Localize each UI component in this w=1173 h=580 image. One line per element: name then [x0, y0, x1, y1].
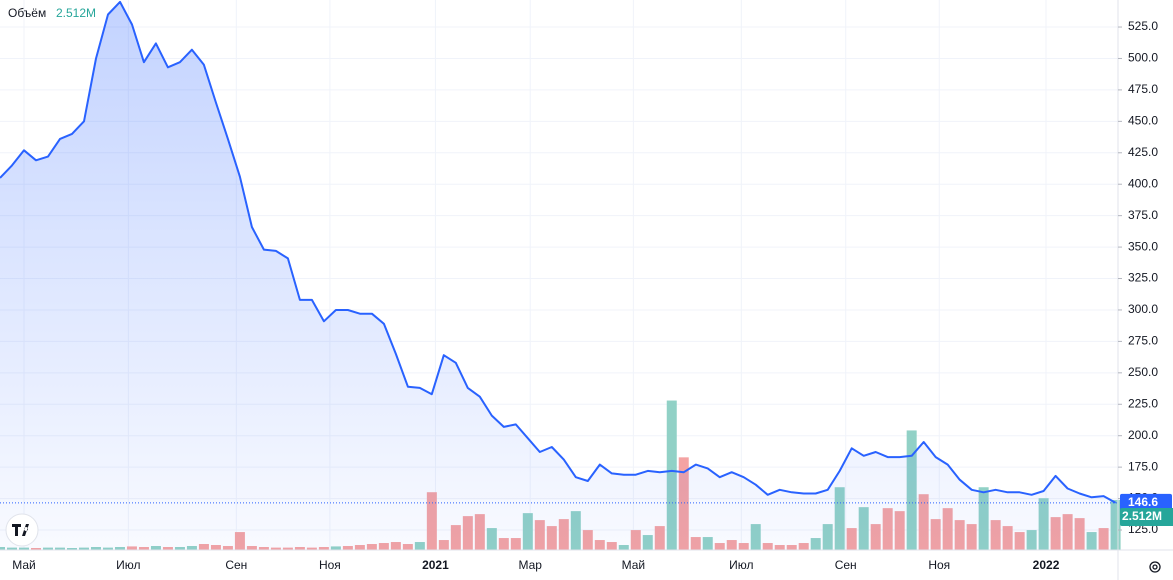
x-tick-label: Май — [622, 558, 646, 572]
y-tick-label: 325.0 — [1128, 271, 1158, 285]
last-volume-label: 2.512M — [1122, 509, 1162, 523]
x-tick-label: Май — [12, 558, 36, 572]
y-tick-label: 375.0 — [1128, 208, 1158, 222]
x-tick-label: 2021 — [422, 558, 449, 572]
area — [0, 1, 1116, 550]
logo — [5, 513, 39, 547]
last-price-label: 146.6 — [1128, 495, 1158, 509]
x-tick-label: Ноя — [319, 558, 341, 572]
legend-value: 2.512M — [56, 6, 96, 20]
y-tick-label: 175.0 — [1128, 459, 1158, 473]
x-tick-label: Мар — [518, 558, 542, 572]
y-tick-label: 450.0 — [1128, 114, 1158, 128]
settings-icon[interactable] — [1149, 561, 1161, 573]
last-volume-box — [1120, 507, 1173, 526]
x-tick-label: Ноя — [928, 558, 950, 572]
price-line — [0, 0, 1117, 504]
y-tick-label: 400.0 — [1128, 176, 1158, 190]
x-tick-label: Июл — [729, 558, 753, 572]
y-tick-label: 475.0 — [1128, 82, 1158, 96]
x-tick-label: Сен — [225, 558, 247, 572]
y-tick-label: 350.0 — [1128, 239, 1158, 253]
y-tick-label: 525.0 — [1128, 19, 1158, 33]
y-tick-label: 225.0 — [1128, 396, 1158, 410]
x-tick-label: 2022 — [1033, 558, 1060, 572]
x-tick-label: Июл — [116, 558, 140, 572]
y-tick-label: 300.0 — [1128, 302, 1158, 316]
last-price-box — [1120, 493, 1172, 512]
y-tick-label: 200.0 — [1128, 428, 1158, 442]
x-tick-label: Сен — [835, 558, 857, 572]
legend-label: Объём — [8, 6, 46, 20]
y-tick-label: 275.0 — [1128, 334, 1158, 348]
y-tick-label: 425.0 — [1128, 145, 1158, 159]
volume-bar — [1110, 499, 1121, 550]
y-tick-label: 250.0 — [1128, 365, 1158, 379]
y-tick-label: 500.0 — [1128, 51, 1158, 65]
